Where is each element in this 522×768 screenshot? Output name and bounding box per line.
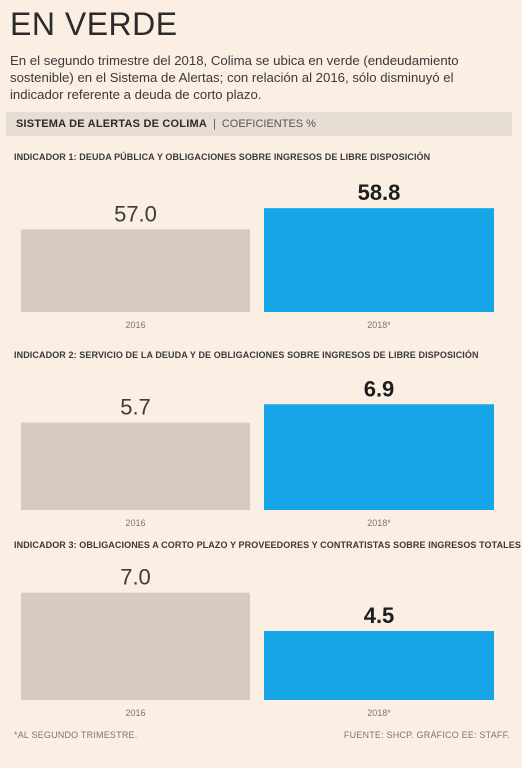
bar-2018	[264, 631, 494, 700]
source-note: FUENTE: SHCP. GRÁFICO EE: STAFF.	[343, 730, 510, 740]
value-label: 7.0	[120, 565, 151, 590]
bar-2018	[264, 208, 494, 312]
category-tick-label: 2016	[125, 320, 145, 330]
value-label: 6.9	[364, 376, 395, 401]
category-tick-label: 2016	[125, 518, 145, 528]
category-tick-label: 2018*	[367, 518, 391, 528]
chart-indicador-2: INDICADOR 2: SERVICIO DE LA DEUDA Y DE O…	[0, 350, 522, 530]
chart-2-plot: 5.7 2016 6.9 2018*	[21, 376, 494, 528]
chart-title: INDICADOR 3: OBLIGACIONES A CORTO PLAZO …	[14, 540, 521, 550]
section-separator: |	[212, 118, 216, 130]
category-tick-label: 2018*	[367, 320, 391, 330]
bar-2016	[21, 229, 250, 312]
chart-3-plot: 7.0 2016 4.5 2018*	[21, 565, 494, 718]
bar-2016	[21, 422, 250, 510]
chart-indicador-3: INDICADOR 3: OBLIGACIONES A CORTO PLAZO …	[0, 540, 522, 720]
page-subtitle: En el segundo trimestre del 2018, Colima…	[10, 53, 459, 102]
section-subtitle: COEFICIENTES %	[221, 118, 316, 130]
value-label: 4.5	[364, 603, 395, 628]
value-label: 57.0	[114, 201, 157, 226]
chart-1-plot: 57.0 2016 58.8 2018*	[21, 180, 494, 330]
bar-2018	[264, 404, 494, 510]
chart-title: INDICADOR 2: SERVICIO DE LA DEUDA Y DE O…	[14, 350, 479, 360]
chart-title: INDICADOR 1: DEUDA PÚBLICA Y OBLIGACIONE…	[14, 152, 431, 162]
category-tick-label: 2018*	[367, 708, 391, 718]
value-label: 5.7	[120, 395, 151, 420]
category-tick-label: 2016	[125, 708, 145, 718]
bar-2016	[21, 592, 250, 700]
footnote: *AL SEGUNDO TRIMESTRE.	[14, 730, 138, 740]
value-label: 58.8	[358, 180, 401, 205]
section-header: SISTEMA DE ALERTAS DE COLIMA | COEFICIEN…	[6, 112, 512, 136]
section-title: SISTEMA DE ALERTAS DE COLIMA	[16, 118, 207, 130]
page-title: EN VERDE	[10, 6, 178, 42]
chart-indicador-1: INDICADOR 1: DEUDA PÚBLICA Y OBLIGACIONE…	[0, 152, 522, 332]
